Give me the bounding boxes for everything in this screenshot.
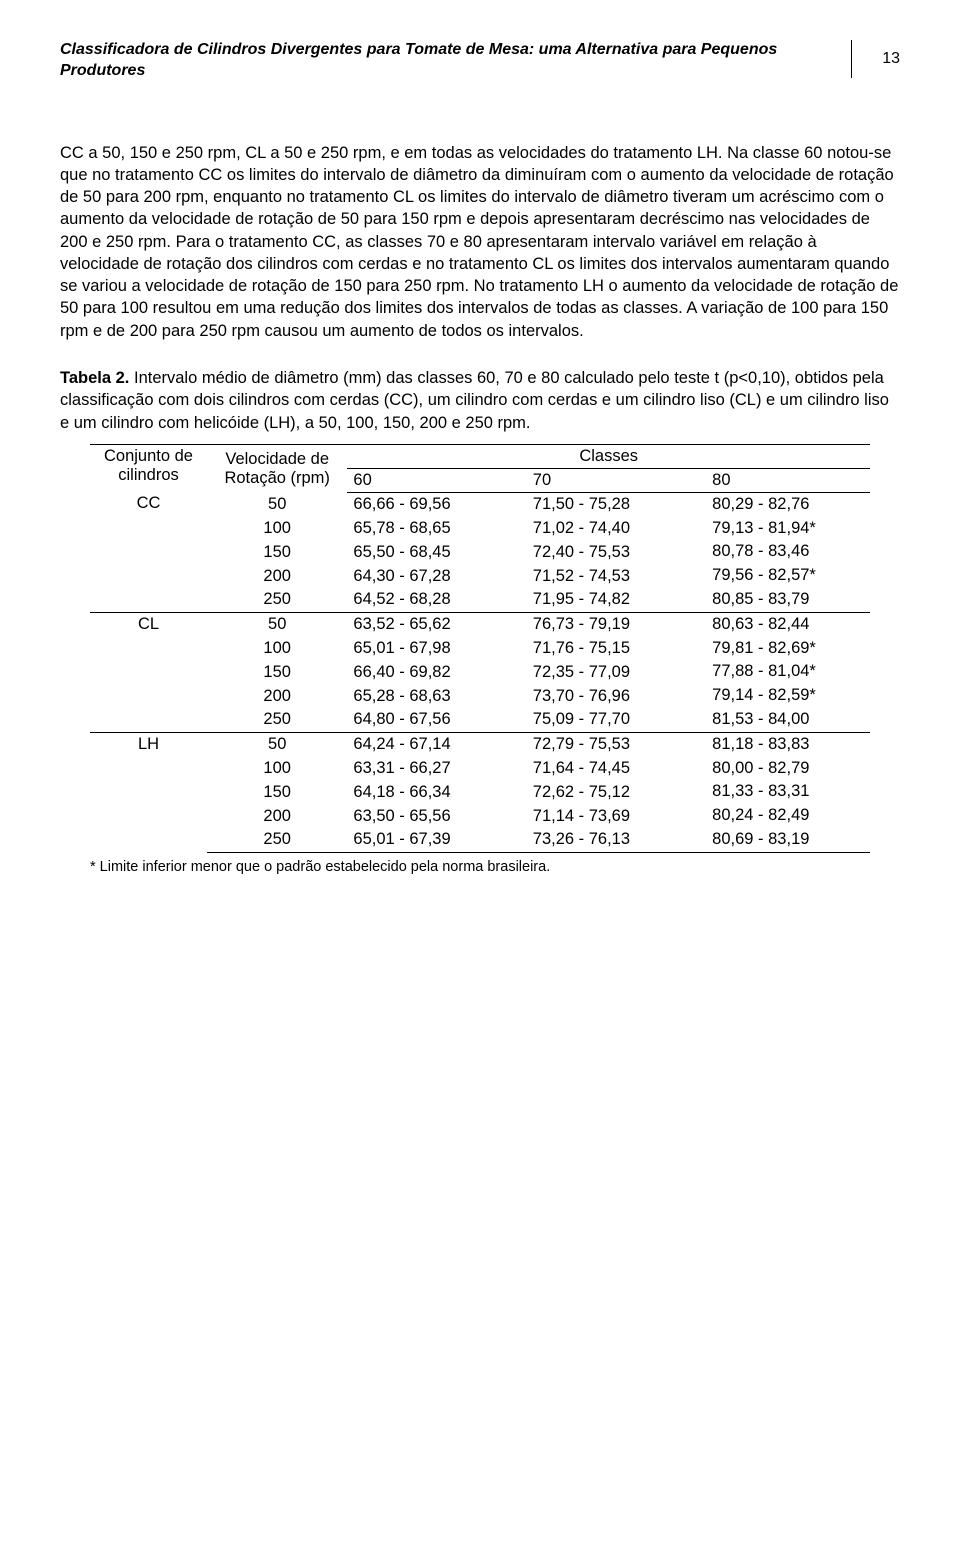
cell-class-70: 75,09 - 77,70 — [527, 708, 706, 732]
cell-velocity: 100 — [207, 757, 347, 781]
cell-velocity: 200 — [207, 684, 347, 708]
table-row: 25064,52 - 68,2871,95 - 74,8280,85 - 83,… — [90, 588, 870, 612]
table-row: 25064,80 - 67,5675,09 - 77,7081,53 - 84,… — [90, 708, 870, 732]
cell-class-70: 71,50 - 75,28 — [527, 492, 706, 516]
table-row: 25065,01 - 67,3973,26 - 76,1380,69 - 83,… — [90, 828, 870, 852]
cell-velocity: 250 — [207, 828, 347, 852]
cell-class-80: 79,81 - 82,69* — [706, 637, 870, 661]
cell-class-80: 80,29 - 82,76 — [706, 492, 870, 516]
cell-class-70: 72,62 - 75,12 — [527, 780, 706, 804]
cell-class-80: 80,78 - 83,46 — [706, 540, 870, 564]
page: Classificadora de Cilindros Divergentes … — [0, 0, 960, 915]
cell-class-80: 81,33 - 83,31 — [706, 780, 870, 804]
cell-class-80: 77,88 - 81,04* — [706, 660, 870, 684]
cell-class-70: 73,26 - 76,13 — [527, 828, 706, 852]
table-row: 10065,78 - 68,6571,02 - 74,4079,13 - 81,… — [90, 517, 870, 541]
table-row: 20065,28 - 68,6373,70 - 76,9679,14 - 82,… — [90, 684, 870, 708]
cell-class-60: 65,28 - 68,63 — [347, 684, 526, 708]
running-title: Classificadora de Cilindros Divergentes … — [60, 40, 831, 82]
group-label: LH — [90, 732, 207, 852]
cell-class-80: 80,00 - 82,79 — [706, 757, 870, 781]
table-row: 10063,31 - 66,2771,64 - 74,4580,00 - 82,… — [90, 757, 870, 781]
table-row: 10065,01 - 67,9871,76 - 75,1579,81 - 82,… — [90, 637, 870, 661]
cell-class-70: 72,35 - 77,09 — [527, 660, 706, 684]
table-row: 15064,18 - 66,3472,62 - 75,1281,33 - 83,… — [90, 780, 870, 804]
cell-class-80: 81,53 - 84,00 — [706, 708, 870, 732]
cell-class-60: 64,80 - 67,56 — [347, 708, 526, 732]
cell-velocity: 250 — [207, 588, 347, 612]
cell-class-70: 71,76 - 75,15 — [527, 637, 706, 661]
table-row: CC5066,66 - 69,5671,50 - 75,2880,29 - 82… — [90, 492, 870, 516]
cell-class-70: 71,64 - 74,45 — [527, 757, 706, 781]
cell-class-70: 71,02 - 74,40 — [527, 517, 706, 541]
col-header-conjunto: Conjunto de cilindros — [90, 444, 207, 492]
cell-velocity: 50 — [207, 492, 347, 516]
cell-class-70: 71,95 - 74,82 — [527, 588, 706, 612]
cell-velocity: 150 — [207, 540, 347, 564]
cell-class-80: 79,14 - 82,59* — [706, 684, 870, 708]
table-row: LH5064,24 - 67,1472,79 - 75,5381,18 - 83… — [90, 732, 870, 756]
cell-class-60: 66,66 - 69,56 — [347, 492, 526, 516]
table-row: 15066,40 - 69,8272,35 - 77,0977,88 - 81,… — [90, 660, 870, 684]
col-header-velocidade: Velocidade de Rotação (rpm) — [207, 444, 347, 492]
cell-class-60: 64,24 - 67,14 — [347, 732, 526, 756]
group-label: CC — [90, 492, 207, 612]
cell-class-70: 71,52 - 74,53 — [527, 564, 706, 588]
page-header: Classificadora de Cilindros Divergentes … — [60, 40, 900, 87]
cell-velocity: 250 — [207, 708, 347, 732]
col-header-classes: Classes — [347, 444, 870, 468]
cell-class-60: 65,01 - 67,98 — [347, 637, 526, 661]
col-header-80: 80 — [706, 468, 870, 492]
page-number: 13 — [851, 40, 900, 78]
cell-velocity: 150 — [207, 660, 347, 684]
cell-velocity: 200 — [207, 804, 347, 828]
col-header-70: 70 — [527, 468, 706, 492]
cell-class-80: 81,18 - 83,83 — [706, 732, 870, 756]
cell-class-60: 64,52 - 68,28 — [347, 588, 526, 612]
cell-class-60: 65,50 - 68,45 — [347, 540, 526, 564]
cell-class-70: 73,70 - 76,96 — [527, 684, 706, 708]
table-caption-text: Intervalo médio de diâmetro (mm) das cla… — [60, 369, 889, 432]
cell-class-80: 80,69 - 83,19 — [706, 828, 870, 852]
cell-velocity: 100 — [207, 637, 347, 661]
cell-velocity: 100 — [207, 517, 347, 541]
cell-velocity: 50 — [207, 732, 347, 756]
cell-class-60: 64,18 - 66,34 — [347, 780, 526, 804]
body-paragraph: CC a 50, 150 e 250 rpm, CL a 50 e 250 rp… — [60, 142, 900, 342]
interval-table: Conjunto de cilindros Velocidade de Rota… — [90, 444, 870, 853]
table-footnote: * Limite inferior menor que o padrão est… — [90, 859, 900, 875]
cell-class-60: 63,52 - 65,62 — [347, 612, 526, 636]
group-label: CL — [90, 612, 207, 732]
table-row: 20064,30 - 67,2871,52 - 74,5379,56 - 82,… — [90, 564, 870, 588]
cell-class-80: 80,85 - 83,79 — [706, 588, 870, 612]
cell-class-70: 76,73 - 79,19 — [527, 612, 706, 636]
table-2: Conjunto de cilindros Velocidade de Rota… — [90, 444, 870, 853]
cell-class-70: 72,40 - 75,53 — [527, 540, 706, 564]
col-header-60: 60 — [347, 468, 526, 492]
cell-class-70: 72,79 - 75,53 — [527, 732, 706, 756]
table-caption-label: Tabela 2. — [60, 369, 129, 387]
cell-class-70: 71,14 - 73,69 — [527, 804, 706, 828]
cell-class-60: 63,31 - 66,27 — [347, 757, 526, 781]
table-row: 15065,50 - 68,4572,40 - 75,5380,78 - 83,… — [90, 540, 870, 564]
table-row: CL5063,52 - 65,6276,73 - 79,1980,63 - 82… — [90, 612, 870, 636]
cell-velocity: 50 — [207, 612, 347, 636]
table-caption: Tabela 2. Intervalo médio de diâmetro (m… — [60, 367, 900, 434]
cell-velocity: 150 — [207, 780, 347, 804]
cell-class-80: 80,63 - 82,44 — [706, 612, 870, 636]
cell-class-60: 65,01 - 67,39 — [347, 828, 526, 852]
cell-class-60: 66,40 - 69,82 — [347, 660, 526, 684]
cell-class-80: 79,13 - 81,94* — [706, 517, 870, 541]
cell-class-60: 64,30 - 67,28 — [347, 564, 526, 588]
cell-class-80: 79,56 - 82,57* — [706, 564, 870, 588]
cell-class-60: 63,50 - 65,56 — [347, 804, 526, 828]
cell-class-60: 65,78 - 68,65 — [347, 517, 526, 541]
cell-velocity: 200 — [207, 564, 347, 588]
table-row: 20063,50 - 65,5671,14 - 73,6980,24 - 82,… — [90, 804, 870, 828]
cell-class-80: 80,24 - 82,49 — [706, 804, 870, 828]
